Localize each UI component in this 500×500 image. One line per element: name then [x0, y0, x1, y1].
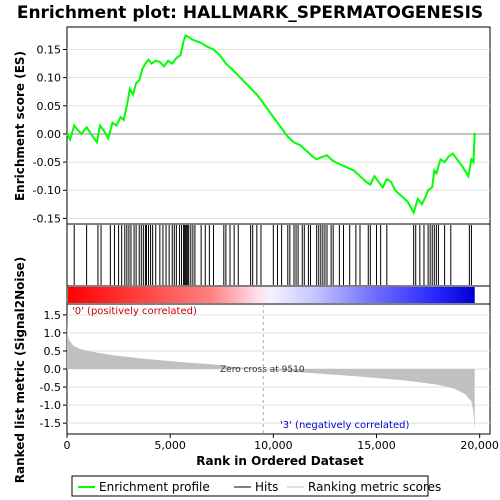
es-gridlines [67, 49, 490, 219]
x-axis-label: Rank in Ordered Dataset [196, 454, 364, 468]
rank-color-bar [66, 285, 491, 305]
x-tick-label: 15,000 [357, 439, 396, 452]
enrichment-profile-line [66, 33, 476, 216]
metric-y-ticks: -1.5 -1.0 -0.5 0.0 0.5 1.0 1.5 [40, 309, 67, 430]
x-tick-label: 0 [64, 439, 71, 452]
es-y-tick-label: 0.05 [37, 100, 62, 113]
es-y-label: Enrichment score (ES) [13, 51, 27, 201]
color-bar-gradient [68, 287, 475, 303]
es-y-tick-label: 0.15 [37, 44, 62, 57]
es-y-tick-label: -0.05 [33, 156, 61, 169]
hit-marks [73, 225, 472, 285]
x-tick-label: 20,000 [460, 439, 499, 452]
zero-cross-label: Zero cross at 9510 [220, 365, 305, 375]
legend-frame [71, 475, 429, 497]
metric-y-tick-label: 1.5 [44, 309, 62, 322]
es-y-tick-label: -0.15 [33, 212, 61, 225]
es-y-ticks: -0.15 -0.10 -0.05 0.00 0.05 0.10 0.15 [33, 44, 67, 225]
hits-panel-frame [66, 223, 491, 287]
metric-y-tick-label: 1.0 [44, 327, 62, 340]
legend-label-enrichment: Enrichment profile [99, 480, 210, 494]
chart-title: Enrichment plot: HALLMARK_SPERMATOGENESI… [17, 3, 483, 23]
metric-panel: -1.5 -1.0 -0.5 0.0 0.5 1.0 1.5 0 5,000 10,000 15,… [13, 257, 499, 484]
metric-y-tick-label: -1.0 [40, 399, 61, 412]
legend-label-metric: Ranking metric scores [308, 480, 441, 494]
neg-correlated-label: '3' (negatively correlated) [280, 420, 409, 431]
metric-y-tick-label: 0.0 [44, 363, 62, 376]
hits-panel [66, 223, 491, 287]
es-y-tick-label: 0.00 [37, 128, 62, 141]
es-panel: -0.15 -0.10 -0.05 0.00 0.05 0.10 0.15 Enrichme… [13, 26, 491, 225]
metric-y-tick-label: -1.5 [40, 417, 61, 430]
legend: Enrichment profile Hits Ranking metric s… [71, 475, 441, 497]
metric-x-ticks: 0 5,000 10,000 15,000 20,000 [64, 434, 499, 452]
legend-label-hits: Hits [255, 480, 278, 494]
metric-y-tick-label: 0.5 [44, 345, 62, 358]
metric-y-label: Ranked list metric (Signal2Noise) [13, 257, 27, 484]
x-tick-label: 5,000 [154, 439, 186, 452]
ranking-metric-area [67, 314, 475, 431]
es-y-tick-label: -0.10 [33, 184, 61, 197]
metric-y-tick-label: -0.5 [40, 381, 61, 394]
es-y-tick-label: 0.10 [37, 72, 62, 85]
x-tick-label: 10,000 [254, 439, 293, 452]
pos-correlated-label: '0' (positively correlated) [72, 306, 197, 317]
